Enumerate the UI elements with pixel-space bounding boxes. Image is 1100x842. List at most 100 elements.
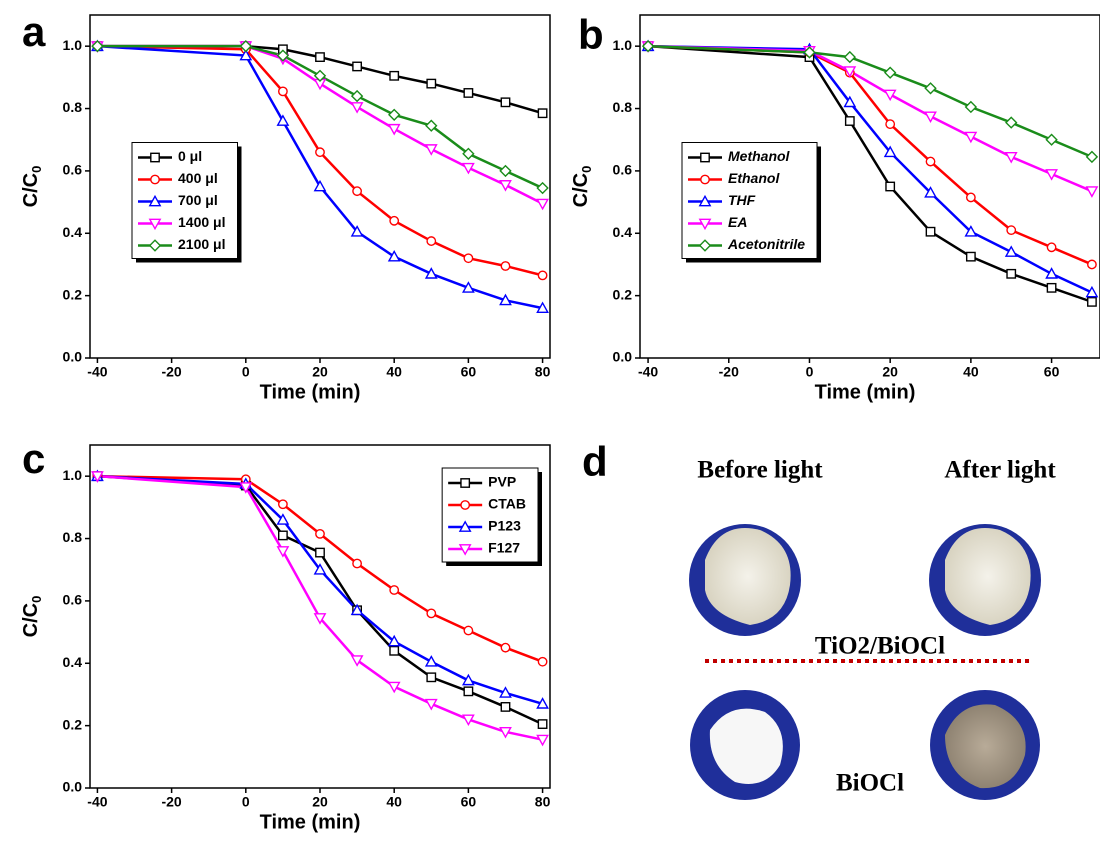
panel-letter: b — [578, 11, 604, 58]
legend: 0 μl 400 μl 700 μl 1400 μl 2100 μl — [131, 142, 242, 263]
marker — [460, 500, 471, 510]
marker — [843, 50, 857, 64]
marker — [1087, 296, 1097, 307]
marker — [536, 697, 549, 709]
marker — [91, 471, 104, 483]
y-axis-title-main: C/C — [570, 173, 592, 207]
y-tick-label: 1.0 — [63, 467, 83, 483]
marker — [698, 194, 712, 207]
y-tick-label: 1.0 — [613, 37, 633, 53]
y-tick-label: 0.0 — [63, 779, 83, 795]
y-tick-label: 0.4 — [63, 224, 83, 240]
marker — [239, 482, 253, 494]
marker — [499, 164, 512, 178]
x-tick-label: -20 — [161, 794, 181, 810]
marker — [700, 152, 710, 163]
marker — [313, 563, 327, 575]
marker — [964, 131, 978, 144]
marker — [239, 48, 253, 61]
marker — [278, 86, 288, 97]
marker — [424, 144, 438, 156]
x-tick-label: -40 — [638, 364, 658, 380]
marker — [964, 225, 978, 237]
powder — [709, 708, 783, 784]
marker — [499, 293, 512, 306]
marker — [925, 156, 936, 167]
marker — [239, 39, 252, 53]
y-tick-label: 0.0 — [63, 349, 83, 365]
sample-label: BiOCl — [836, 770, 904, 797]
data-layer — [641, 39, 1099, 307]
marker — [536, 198, 549, 211]
marker — [458, 544, 472, 556]
legend-label: EA — [728, 214, 747, 230]
chart-panel: c -40 -20 0 20 40 60 80 0.0 0.2 0.4 0.6 0.8 1.0 Time (… — [20, 435, 551, 833]
series-line — [97, 44, 543, 115]
marker — [276, 49, 290, 62]
panel-letter: a — [22, 8, 46, 55]
marker — [1085, 285, 1099, 298]
marker — [698, 239, 712, 252]
series-line — [648, 44, 1093, 159]
x-axis-title: Time (min) — [260, 381, 361, 403]
x-axis-title: Time (min) — [260, 811, 361, 833]
legend-label: F127 — [488, 540, 520, 556]
marker — [698, 218, 712, 231]
legend-label: CTAB — [488, 496, 526, 512]
marker — [883, 145, 897, 158]
y-axis-title-main: C/C — [20, 173, 42, 207]
marker — [461, 162, 475, 175]
marker — [458, 520, 472, 532]
marker — [536, 301, 549, 314]
marker — [964, 100, 978, 114]
marker — [91, 39, 104, 53]
data-layer — [91, 39, 549, 314]
marker — [315, 147, 325, 158]
y-axis-title-sub: 0 — [29, 166, 44, 173]
marker — [350, 603, 364, 616]
y-axis-title-sub: 0 — [579, 166, 594, 173]
marker — [460, 478, 471, 488]
marker — [885, 181, 896, 192]
x-tick-label: 0 — [242, 794, 250, 810]
marker — [350, 102, 364, 114]
marker — [278, 499, 288, 510]
marker — [148, 194, 162, 207]
marker — [352, 186, 362, 197]
x-tick-label: 20 — [882, 364, 898, 380]
legend-label: Ethanol — [728, 170, 780, 186]
legend: PVP CTAB P123 F127 — [441, 467, 542, 566]
marker — [500, 642, 511, 653]
marker — [388, 108, 401, 121]
y-tick-label: 1.0 — [63, 37, 83, 53]
y-tick-label: 0.8 — [63, 99, 83, 115]
marker — [883, 89, 897, 102]
marker — [700, 174, 710, 185]
y-axis-title-main: C/C — [20, 603, 42, 637]
marker — [315, 52, 325, 62]
marker — [537, 270, 548, 281]
y-axis-title: C/C0 — [20, 166, 44, 208]
x-tick-label: 0 — [806, 364, 814, 380]
marker — [350, 225, 364, 237]
marker — [537, 108, 548, 119]
marker — [1004, 151, 1018, 164]
y-tick-label: 0.8 — [63, 529, 83, 545]
chart-panel: b -40 -20 0 20 40 60 0.0 0.2 0.4 0.6 0.8 1.0 Time (mi… — [570, 11, 1100, 403]
x-tick-label: -20 — [719, 364, 739, 380]
x-tick-label: 60 — [461, 794, 477, 810]
y-tick-label: 0.8 — [613, 99, 633, 115]
photo-panel: d Before light After light TiO2/BiOCl Bi… — [582, 438, 1056, 800]
marker — [313, 69, 327, 82]
x-tick-label: 0 — [242, 364, 250, 380]
y-tick-label: 0.6 — [613, 162, 633, 178]
marker — [499, 726, 512, 739]
marker — [537, 719, 548, 729]
plot-frame — [639, 14, 1100, 359]
legend-label: PVP — [488, 474, 516, 490]
marker — [500, 261, 511, 271]
marker — [1085, 186, 1099, 198]
marker — [500, 97, 511, 108]
marker — [150, 174, 160, 185]
